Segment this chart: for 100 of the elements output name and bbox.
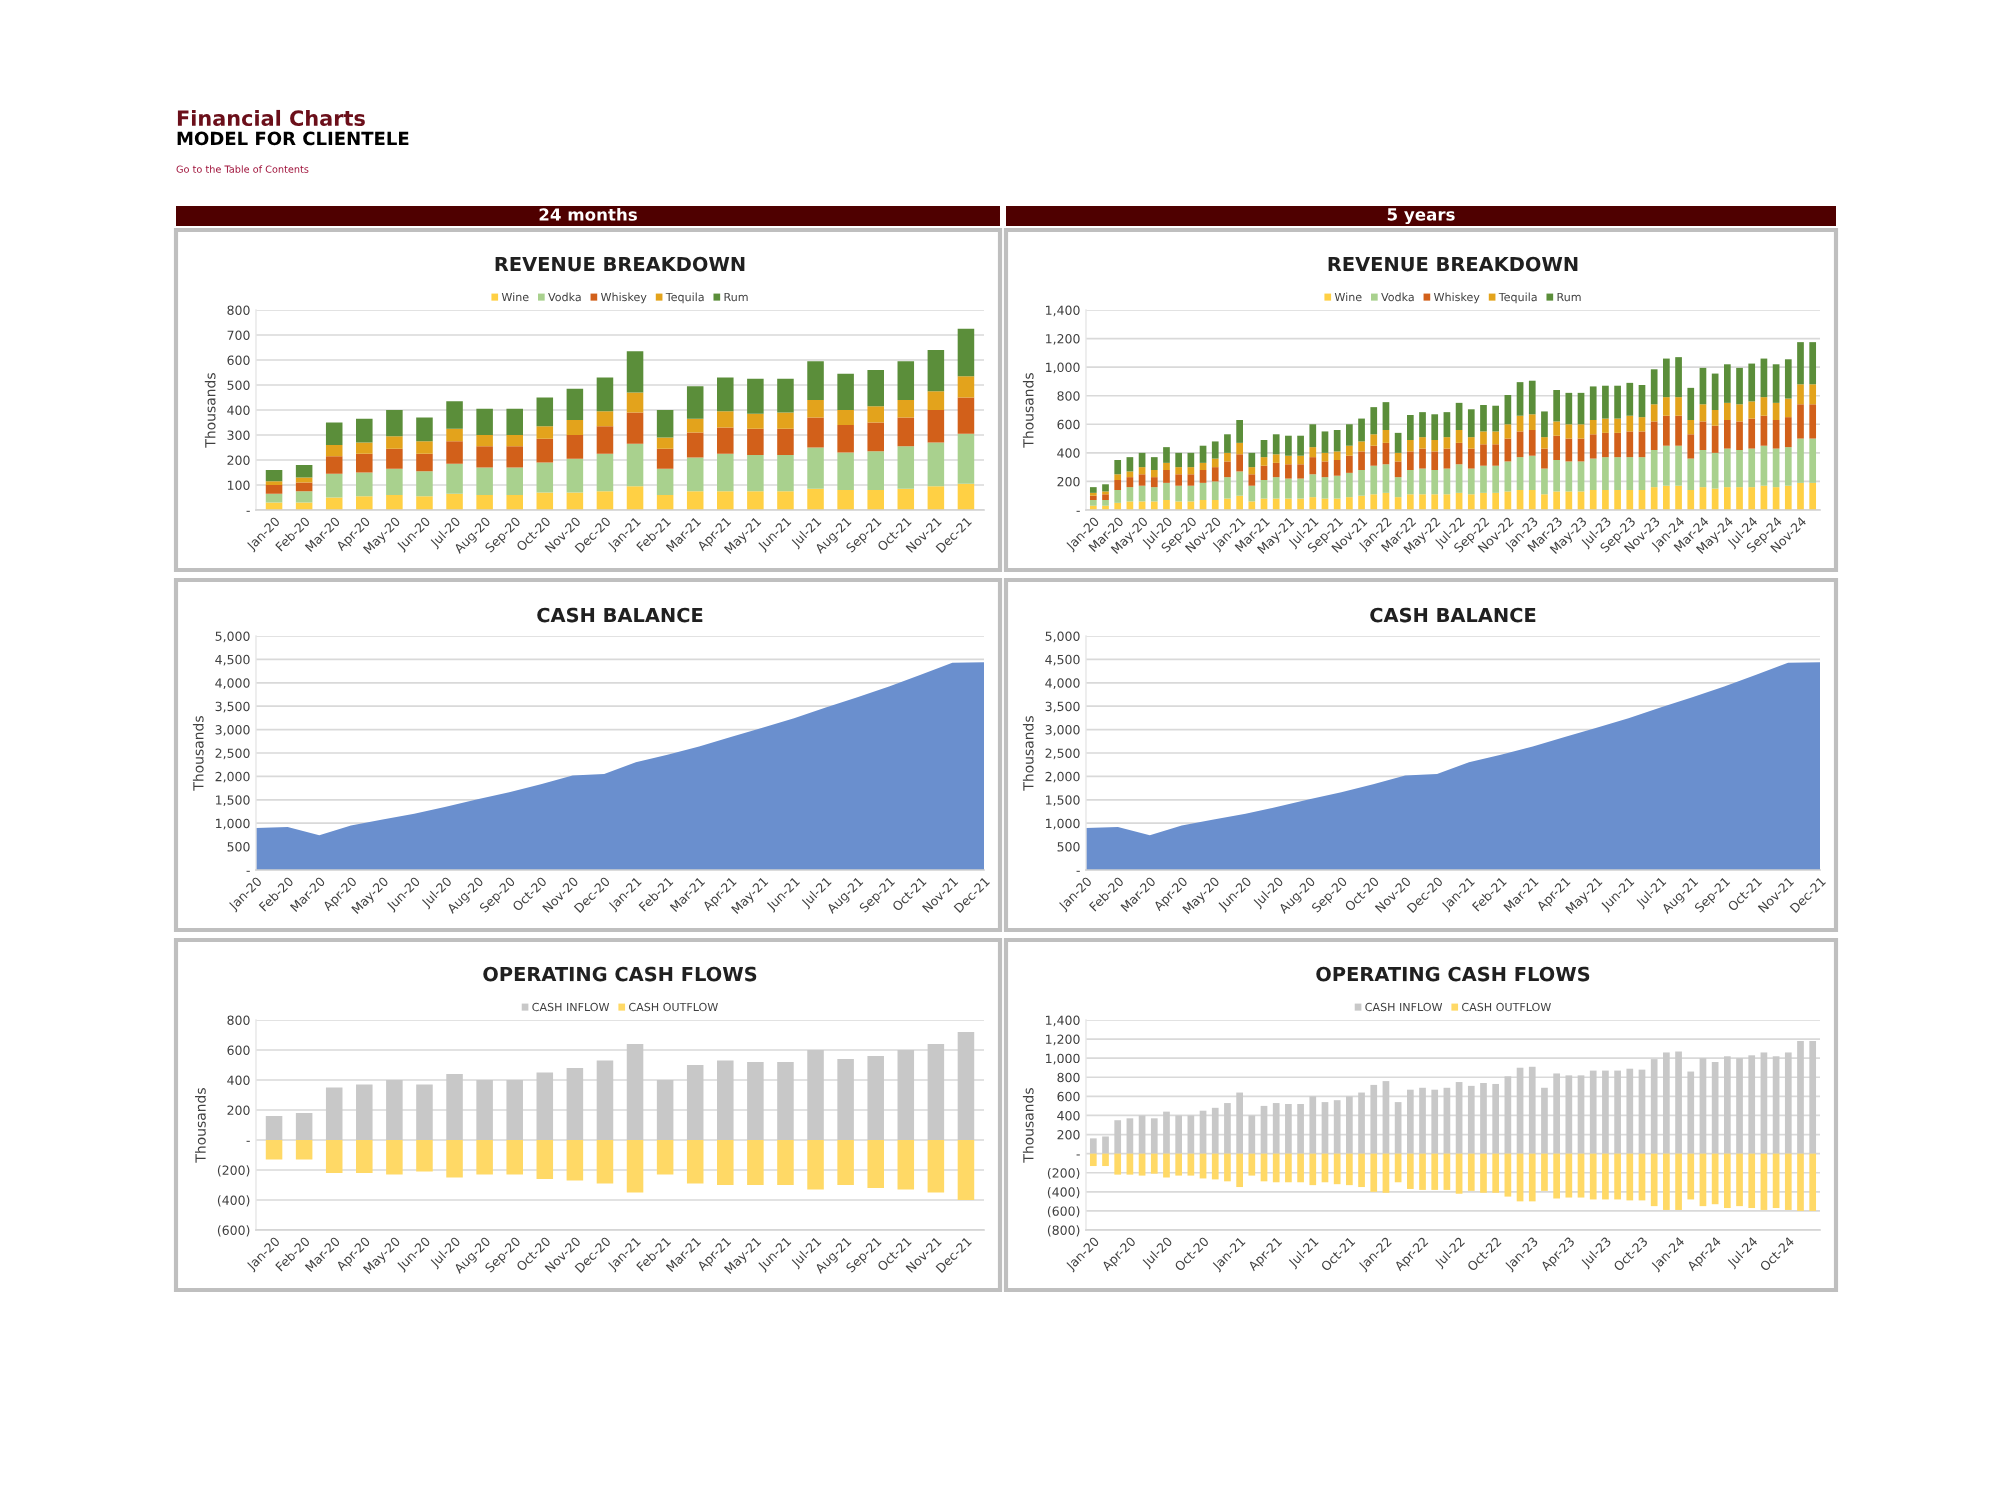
bar [1675, 1153, 1682, 1210]
bar [1650, 487, 1658, 510]
bar [747, 455, 764, 492]
bar [1467, 1153, 1475, 1191]
bar [897, 417, 915, 447]
bar [1565, 1075, 1573, 1154]
bar [356, 1140, 373, 1173]
bar [1187, 1153, 1195, 1176]
bar [476, 1140, 493, 1175]
bar [1711, 410, 1719, 426]
bar [1102, 1153, 1109, 1167]
bar [536, 1140, 554, 1179]
bar [1394, 432, 1402, 453]
bar [596, 453, 614, 492]
bar [1467, 1085, 1475, 1154]
bar [1772, 364, 1780, 403]
bar [1272, 1103, 1280, 1154]
bar [1663, 1153, 1670, 1210]
bar [1748, 363, 1756, 402]
bar [1419, 437, 1426, 449]
bar [1370, 407, 1378, 435]
bar [325, 473, 343, 498]
bar [1358, 418, 1365, 442]
bar [1406, 415, 1414, 440]
bar [1723, 448, 1731, 488]
bar [1663, 397, 1670, 416]
bar [416, 1084, 433, 1140]
bar [596, 1060, 614, 1140]
bar [325, 456, 343, 474]
bar [1089, 487, 1097, 493]
bar [1358, 1153, 1365, 1188]
bar [1516, 457, 1524, 490]
bar [957, 1140, 975, 1200]
bar [1736, 1153, 1743, 1207]
bar [1297, 464, 1304, 479]
bar [1699, 421, 1707, 450]
bar [1480, 1083, 1487, 1154]
bar [1541, 1153, 1548, 1191]
text: MODEL FOR CLIENTELE [177, 131, 409, 146]
bar [1358, 470, 1365, 496]
bar [1748, 487, 1756, 510]
bar [1394, 477, 1402, 498]
bar [1370, 1084, 1378, 1154]
chart-title: CASH BALANCE [537, 607, 703, 623]
bar [1138, 1115, 1146, 1154]
bar [1382, 464, 1390, 493]
bar [566, 420, 584, 435]
bar [1248, 1153, 1256, 1176]
bar [867, 422, 884, 452]
bar [1285, 1104, 1292, 1154]
bar [1723, 487, 1731, 510]
bar [1187, 1115, 1195, 1154]
bar [1406, 494, 1414, 510]
bar [1650, 404, 1658, 422]
bar [1126, 1118, 1134, 1154]
bar [1797, 384, 1804, 405]
bar [1650, 450, 1658, 488]
bar [1224, 477, 1231, 499]
bar [1309, 447, 1317, 458]
bar [446, 428, 463, 442]
bar [295, 502, 313, 510]
bar [1114, 474, 1122, 480]
bar [1370, 494, 1378, 510]
bar [416, 1140, 433, 1172]
bar [356, 496, 373, 510]
bar [957, 328, 975, 377]
bar [1382, 1081, 1390, 1154]
bar [1211, 441, 1219, 459]
bar [656, 448, 674, 469]
bar [837, 410, 854, 425]
bar [1711, 452, 1719, 489]
bar [1492, 1153, 1500, 1193]
bar [1577, 461, 1585, 492]
bar [1553, 390, 1560, 422]
bar [1541, 1087, 1548, 1154]
bar [717, 1060, 734, 1140]
bar [476, 495, 493, 510]
bar [1443, 1087, 1451, 1154]
bar [1797, 1153, 1804, 1211]
bar [1272, 434, 1280, 455]
bar [1089, 1153, 1097, 1167]
bar [506, 435, 523, 447]
bar [1614, 432, 1621, 458]
bar [1541, 494, 1548, 510]
bar [1589, 1070, 1597, 1154]
bar [356, 418, 373, 443]
bar [1431, 470, 1439, 495]
bar [536, 1072, 554, 1140]
bar [626, 443, 644, 487]
bar [1528, 430, 1536, 456]
bar [536, 426, 554, 439]
bar [867, 451, 884, 490]
bar [1589, 458, 1597, 490]
bar [1723, 1056, 1731, 1154]
bar [686, 432, 704, 458]
bar [867, 1056, 884, 1140]
bar [1394, 461, 1402, 478]
bar [957, 1032, 975, 1140]
bar [1784, 447, 1792, 486]
bar [1138, 1153, 1146, 1176]
